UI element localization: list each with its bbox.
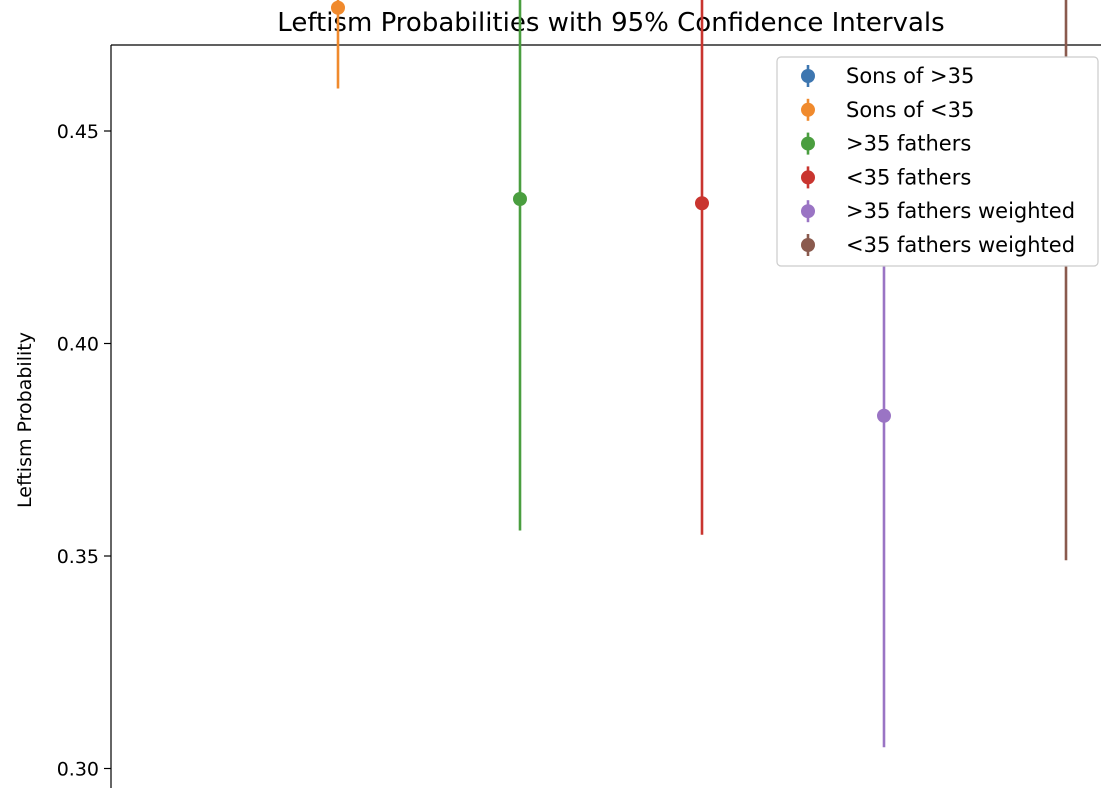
legend: Sons of >35 Sons of <35 >35 fathers <35 fat… [776,56,1099,267]
legend-marker-dot [801,170,815,185]
legend-marker-dot [801,69,815,83]
legend-marker-dot [801,238,815,252]
legend-label: Sons of >35 [846,64,974,88]
data-point [695,196,709,211]
data-point [513,192,527,206]
chart-title: Leftism Probabilities with 95% Confidenc… [277,8,944,38]
legend-box [776,56,1099,267]
legend-label: >35 fathers [846,132,971,156]
legend-entry: <35 fathers [801,165,971,189]
legend-label: <35 fathers weighted [846,233,1075,257]
legend-marker-dot [801,204,815,219]
y-tick-label: 0.30 [57,759,99,781]
legend-entry: Sons of >35 [801,64,974,88]
y-tick-label: 0.40 [57,334,99,356]
y-axis-ticks: 0.300.350.400.450.500.550.60 [57,121,111,781]
legend-entry: >35 fathers [801,132,971,156]
y-axis-label: Leftism Probability [14,332,36,508]
series-1 [331,0,345,89]
legend-marker-dot [801,136,815,151]
legend-entry: <35 fathers weighted [801,233,1075,257]
data-point [331,0,345,15]
legend-entry: >35 fathers weighted [801,199,1075,223]
series-3 [695,0,709,535]
data-point [877,408,891,423]
y-tick-label: 0.35 [57,546,99,568]
legend-label: >35 fathers weighted [846,199,1075,223]
legend-label: <35 fathers [846,165,971,189]
legend-entry: Sons of <35 [801,98,974,122]
legend-label: Sons of <35 [846,98,974,122]
legend-marker-dot [801,102,815,117]
y-tick-label: 0.45 [57,121,99,143]
series-2 [513,0,527,531]
